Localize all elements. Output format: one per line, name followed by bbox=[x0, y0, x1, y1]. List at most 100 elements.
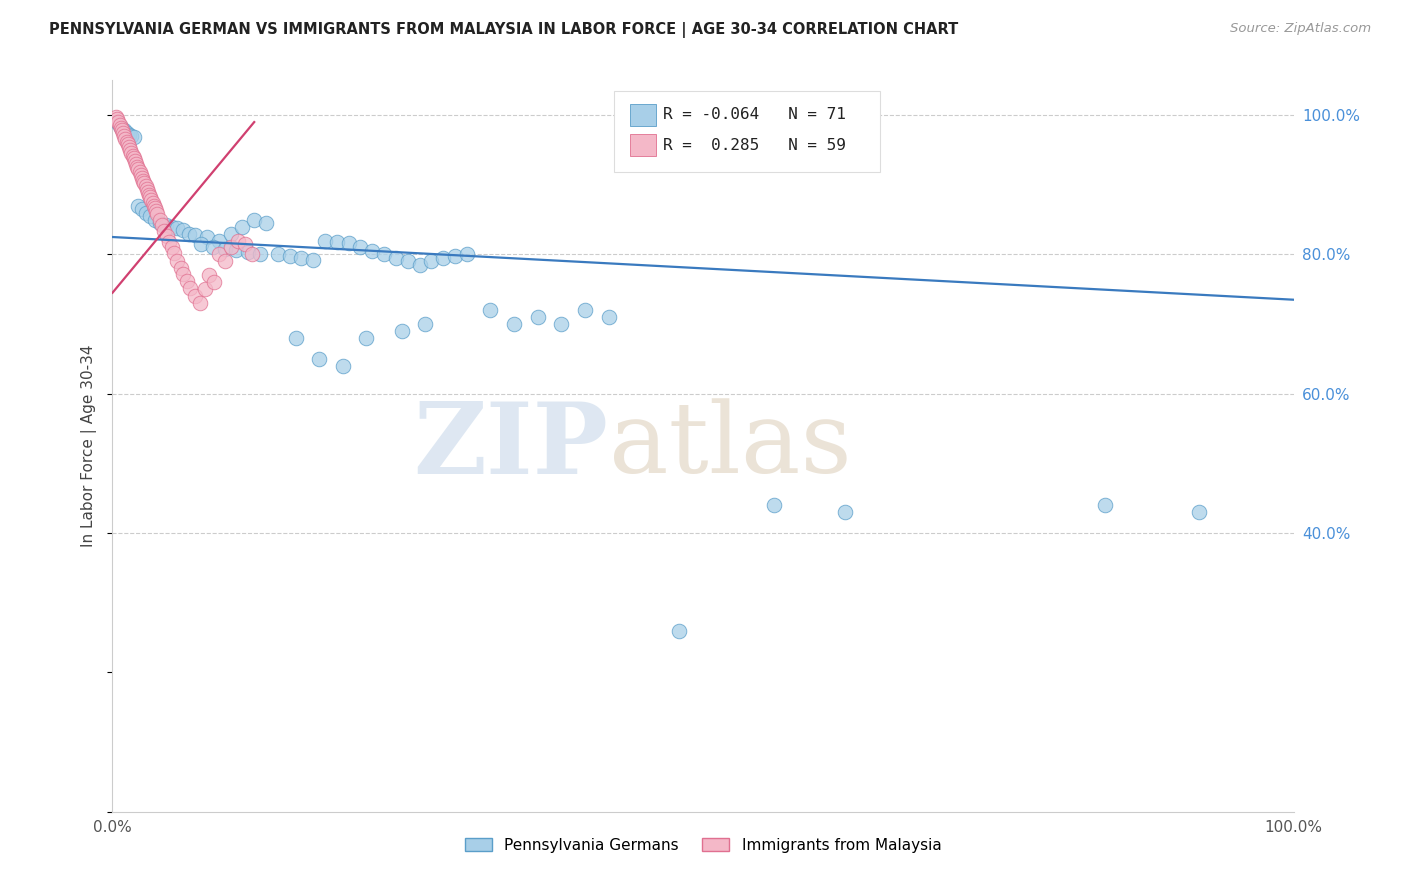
Point bbox=[136, 185, 159, 199]
Point bbox=[160, 219, 183, 234]
Point bbox=[107, 115, 129, 129]
Point bbox=[214, 254, 236, 268]
Point bbox=[122, 151, 145, 165]
Text: R = -0.064   N = 71: R = -0.064 N = 71 bbox=[662, 107, 846, 122]
Point bbox=[214, 242, 236, 256]
Point bbox=[114, 132, 136, 146]
Point bbox=[432, 251, 454, 265]
Point bbox=[112, 128, 135, 143]
Point bbox=[163, 246, 186, 260]
Point bbox=[134, 177, 156, 191]
Point bbox=[526, 310, 548, 325]
Text: Source: ZipAtlas.com: Source: ZipAtlas.com bbox=[1230, 22, 1371, 36]
Point bbox=[373, 247, 395, 261]
Point bbox=[503, 317, 526, 331]
Point bbox=[202, 275, 225, 289]
Point bbox=[184, 289, 207, 303]
Point bbox=[762, 498, 785, 512]
Point bbox=[179, 281, 201, 295]
Y-axis label: In Labor Force | Age 30-34: In Labor Force | Age 30-34 bbox=[80, 344, 97, 548]
Point bbox=[219, 227, 242, 241]
FancyBboxPatch shape bbox=[630, 103, 655, 126]
Point bbox=[120, 128, 142, 143]
Point bbox=[112, 126, 135, 140]
Point bbox=[219, 240, 242, 254]
Point bbox=[149, 212, 172, 227]
Point bbox=[142, 195, 165, 210]
Point bbox=[188, 296, 211, 310]
Point bbox=[233, 237, 256, 252]
Point bbox=[112, 123, 135, 137]
Point bbox=[243, 212, 266, 227]
Point bbox=[201, 240, 224, 254]
Point bbox=[231, 219, 253, 234]
Point bbox=[143, 212, 166, 227]
Point bbox=[284, 331, 307, 345]
Point bbox=[118, 128, 141, 142]
Point bbox=[146, 207, 169, 221]
Point bbox=[195, 230, 218, 244]
Point bbox=[108, 119, 131, 133]
Point bbox=[127, 160, 149, 174]
Point bbox=[1094, 498, 1116, 512]
Point bbox=[132, 173, 155, 187]
Point bbox=[108, 118, 131, 132]
Point bbox=[172, 223, 194, 237]
Point bbox=[166, 254, 188, 268]
Point bbox=[120, 143, 142, 157]
Point bbox=[111, 123, 134, 137]
Point bbox=[190, 237, 212, 252]
Point bbox=[396, 254, 419, 268]
Point bbox=[111, 122, 134, 136]
Point bbox=[127, 162, 149, 177]
Point bbox=[105, 110, 128, 124]
Point bbox=[574, 303, 596, 318]
Point bbox=[131, 170, 153, 185]
Point bbox=[479, 303, 502, 318]
Point bbox=[176, 274, 198, 288]
Point bbox=[124, 154, 146, 169]
Point bbox=[155, 218, 177, 232]
Point bbox=[105, 112, 128, 127]
Point bbox=[156, 229, 179, 244]
Point bbox=[208, 234, 231, 248]
Point bbox=[135, 179, 157, 194]
Point bbox=[142, 199, 165, 213]
Point bbox=[143, 202, 166, 216]
Point bbox=[356, 331, 378, 345]
Point bbox=[444, 249, 467, 263]
Point bbox=[249, 247, 271, 261]
Point bbox=[267, 247, 290, 261]
Point bbox=[172, 267, 194, 281]
Point bbox=[131, 202, 153, 216]
Point bbox=[332, 359, 354, 373]
Point bbox=[153, 224, 176, 238]
Point bbox=[166, 221, 188, 235]
Point bbox=[385, 251, 408, 265]
Point bbox=[122, 130, 145, 145]
Legend: Pennsylvania Germans, Immigrants from Malaysia: Pennsylvania Germans, Immigrants from Ma… bbox=[458, 831, 948, 859]
Point bbox=[198, 268, 221, 283]
Point bbox=[138, 187, 160, 202]
Point bbox=[139, 209, 162, 223]
Point bbox=[326, 235, 349, 249]
Point bbox=[238, 244, 260, 259]
Point bbox=[125, 157, 148, 171]
Point bbox=[834, 505, 856, 519]
Point bbox=[170, 261, 193, 276]
Point bbox=[139, 190, 162, 204]
Point bbox=[226, 234, 249, 248]
Point bbox=[420, 254, 443, 268]
Point bbox=[254, 216, 277, 230]
Point bbox=[160, 240, 183, 254]
Point bbox=[129, 168, 152, 182]
Point bbox=[415, 317, 437, 331]
Point bbox=[128, 165, 150, 179]
Point bbox=[135, 182, 157, 196]
Point bbox=[184, 227, 207, 242]
Point bbox=[145, 204, 167, 219]
Point bbox=[598, 310, 620, 325]
Point bbox=[115, 126, 138, 140]
Point bbox=[349, 240, 371, 254]
Point bbox=[290, 251, 312, 265]
